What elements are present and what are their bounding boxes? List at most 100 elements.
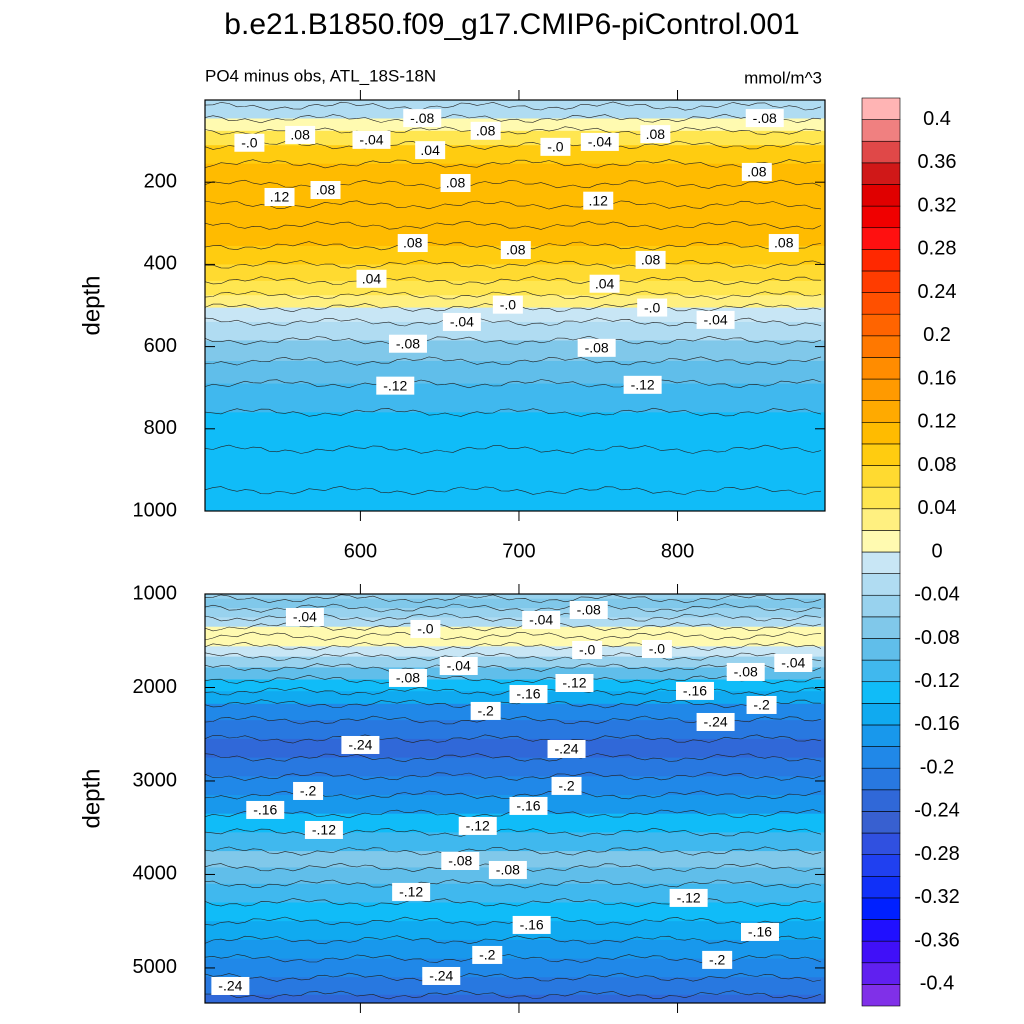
y-tick-label: 1000 — [133, 499, 178, 521]
subtitle-left: PO4 minus obs, ATL_18S-18N — [205, 66, 436, 85]
contour-label-bg — [470, 121, 501, 140]
contour-line — [205, 407, 822, 417]
plot-frame — [204, 99, 826, 512]
contour-label: .04 — [362, 270, 382, 286]
contour-label: -.12 — [631, 377, 655, 393]
contour-label: .04 — [595, 275, 615, 291]
colorbar-tick-label: 0.4 — [923, 108, 951, 130]
y-tick-label: 800 — [144, 417, 177, 439]
contour-label-bg — [509, 796, 548, 815]
colorbar-box — [861, 962, 901, 985]
colorbar-tick-label: -0.28 — [914, 843, 960, 865]
contour-label: -.04 — [588, 134, 612, 150]
contour-band — [205, 145, 825, 165]
contour-label-bg — [388, 334, 427, 353]
contour-line — [205, 686, 822, 696]
colorbar-box — [861, 681, 901, 704]
contour-label-bg — [246, 800, 285, 819]
contour-band — [205, 656, 825, 668]
contour-label: -.12 — [383, 377, 407, 393]
contour-line — [205, 753, 822, 763]
colorbar-box — [861, 140, 901, 164]
plot-frame — [204, 593, 826, 1004]
contour-label-bg — [746, 695, 777, 714]
colorbar-box — [861, 530, 901, 553]
contour-label-bg — [512, 915, 551, 934]
contour-label-bg — [293, 781, 324, 800]
contour-label: .08 — [646, 126, 666, 142]
colorbar-box — [861, 335, 901, 358]
contour-label: -.08 — [396, 335, 420, 351]
contour-line — [205, 379, 822, 389]
contour-label-bg — [422, 966, 461, 985]
contour-label-bg — [211, 976, 250, 995]
colorbar-box — [861, 724, 901, 747]
contour-label: .08 — [290, 127, 310, 143]
contour-band — [205, 412, 825, 450]
contour-label-bg — [569, 600, 608, 619]
y-tick-label: 200 — [144, 170, 177, 192]
colorbar-tick-label: 0.28 — [918, 238, 957, 260]
colorbar-tick-label: 0.24 — [918, 281, 957, 303]
colorbar-tick-label: 0.36 — [918, 151, 957, 173]
contour-label-bg — [589, 274, 620, 293]
y-axis-label: depth — [78, 275, 105, 335]
contour-label: .12 — [270, 189, 290, 205]
contour-label-bg — [580, 132, 619, 151]
colorbar-box — [861, 486, 901, 510]
y-tick-label: 600 — [144, 335, 177, 357]
contour-label: -.08 — [496, 862, 520, 878]
colorbar-box — [861, 421, 901, 445]
contour-band — [205, 977, 825, 996]
contour-line — [205, 631, 822, 641]
contour-band — [205, 851, 825, 868]
contour-label: -.04 — [781, 655, 805, 671]
contour-label: .08 — [747, 164, 767, 180]
contour-label-bg — [441, 851, 480, 870]
contour-label: -.0 — [500, 296, 517, 312]
y-tick-label: 4000 — [133, 863, 178, 885]
contour-label: -.04 — [704, 312, 728, 328]
contour-label: -.16 — [516, 686, 540, 702]
contour-label: -.0 — [579, 642, 596, 658]
contour-line — [205, 335, 822, 346]
contour-label-bg — [635, 250, 666, 269]
contour-line — [205, 662, 822, 672]
contour-line — [205, 444, 822, 454]
contour-label-bg — [410, 619, 441, 638]
contour-label-bg — [745, 109, 784, 128]
contour-label-bg — [555, 673, 594, 692]
contour-line — [205, 674, 822, 685]
contour-label-bg — [356, 269, 387, 288]
contour-band — [205, 360, 825, 385]
contour-label: .08 — [316, 182, 336, 198]
colorbar-box — [861, 616, 901, 639]
colorbar-tick-label: 0.2 — [923, 324, 951, 346]
contour-line — [205, 734, 822, 744]
contour-band — [205, 813, 825, 833]
contour-line — [205, 485, 822, 496]
contour-line — [205, 140, 822, 150]
colorbar-tick-label: -0.08 — [914, 627, 960, 649]
contour-label: .08 — [641, 252, 661, 268]
colorbar-box — [861, 811, 901, 834]
contour-label-bg — [669, 888, 708, 907]
colorbar-box — [861, 703, 901, 726]
contour-label-bg — [264, 187, 295, 206]
colorbar-box — [861, 508, 901, 531]
contour-label: .08 — [446, 175, 466, 191]
contour-band — [205, 321, 825, 341]
colorbar-box — [861, 205, 901, 229]
colorbar-tick-label: -0.4 — [920, 973, 954, 995]
colorbar-box — [861, 97, 901, 120]
colorbar-box — [861, 443, 901, 466]
contour-band — [205, 776, 825, 796]
contour-label: -.12 — [466, 818, 490, 834]
contour-line — [205, 699, 822, 709]
contour-label-bg — [696, 712, 735, 731]
contour-label: -.0 — [241, 134, 258, 150]
colorbar-box — [861, 465, 901, 488]
y-tick-label: 3000 — [133, 769, 178, 791]
contour-label: -.24 — [704, 714, 728, 730]
